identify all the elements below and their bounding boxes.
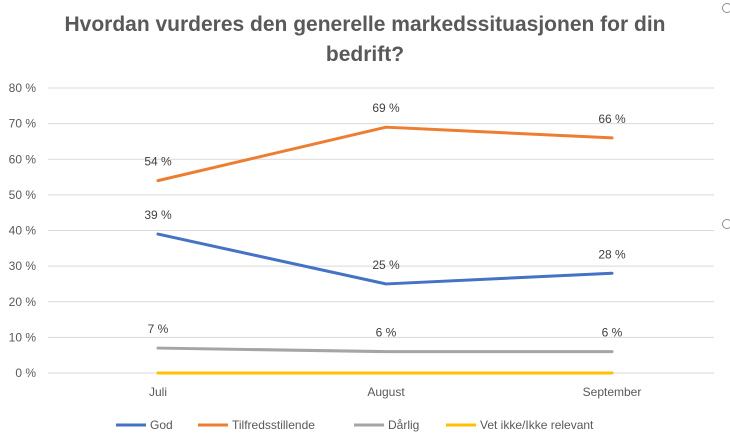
y-tick-label: 0 % (15, 366, 36, 380)
x-tick-label: September (583, 385, 642, 399)
data-label: 54 % (144, 155, 172, 169)
y-tick-label: 20 % (9, 295, 37, 309)
data-label: 28 % (598, 247, 626, 261)
y-tick-label: 80 % (9, 81, 37, 95)
series-line (156, 346, 614, 354)
x-tick-label: August (367, 385, 405, 399)
data-label: 66 % (598, 112, 626, 126)
y-tick-label: 70 % (9, 117, 37, 131)
data-label: 6 % (602, 326, 623, 340)
data-label: 7 % (148, 322, 169, 336)
series-line (156, 232, 614, 286)
legend-label: Tilfredsstillende (232, 418, 315, 432)
y-tick-label: 10 % (9, 330, 37, 344)
legend-label: Dårlig (388, 418, 419, 432)
data-label: 69 % (372, 101, 400, 115)
series-line (156, 125, 614, 183)
data-label: 6 % (376, 326, 397, 340)
x-tick-label: Juli (149, 385, 167, 399)
data-label: 39 % (144, 208, 172, 222)
y-tick-label: 50 % (9, 188, 37, 202)
legend-label: God (150, 418, 173, 432)
y-tick-label: 60 % (9, 152, 37, 166)
chart-title: Hvordan vurderes den generelle markedssi… (64, 13, 666, 66)
resize-handle-top-right[interactable] (722, 3, 730, 13)
legend-label: Vet ikke/Ikke relevant (480, 418, 594, 432)
data-label: 25 % (372, 258, 400, 272)
y-tick-label: 30 % (9, 259, 37, 273)
resize-handle-right[interactable] (722, 219, 730, 229)
y-tick-label: 40 % (9, 224, 37, 238)
